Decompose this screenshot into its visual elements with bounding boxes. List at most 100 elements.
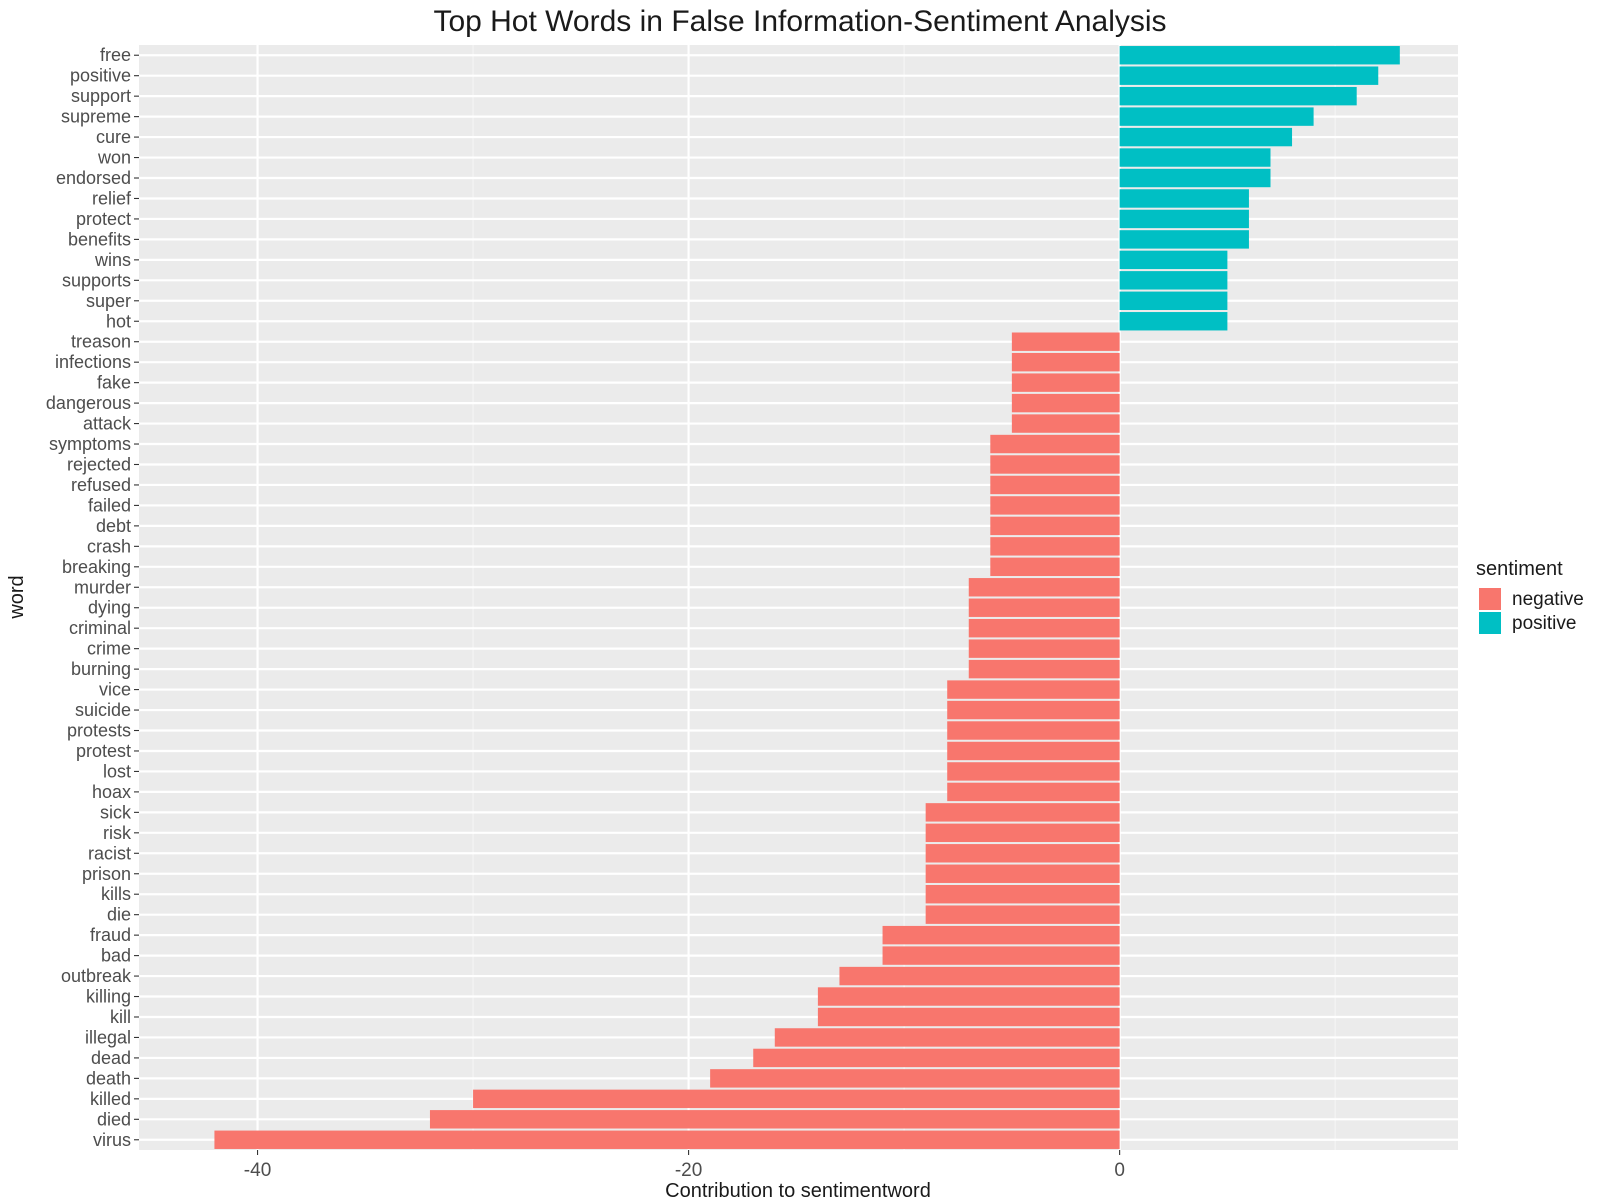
bar-benefits: [1119, 230, 1249, 249]
y-tick-label: killed: [90, 1089, 131, 1109]
y-tick-label: lost: [103, 761, 131, 781]
bar-won: [1119, 148, 1271, 167]
bar-relief: [1119, 189, 1249, 208]
bar-supreme: [1119, 107, 1314, 126]
bar-dead: [753, 1048, 1120, 1068]
y-tick-label: bad: [101, 946, 131, 966]
bar-die: [925, 905, 1120, 924]
y-tick-label: infections: [55, 352, 131, 372]
bar-burning: [968, 659, 1120, 679]
y-tick-label: relief: [92, 188, 132, 208]
bar-positive: [1119, 66, 1379, 85]
y-tick-label: crash: [87, 536, 131, 556]
bar-virus: [214, 1130, 1120, 1149]
bar-refused: [990, 475, 1120, 495]
bar-protect: [1119, 209, 1249, 229]
bar-treason: [1011, 332, 1120, 351]
legend-title: sentiment: [1476, 558, 1563, 580]
y-tick-label: kill: [110, 1007, 131, 1027]
legend-entries: negative positive: [1479, 588, 1584, 634]
y-axis-ticks: freepositivesupportsupremecurewonendorse…: [46, 45, 139, 1150]
y-tick-label: die: [107, 905, 131, 925]
y-tick-label: attack: [83, 414, 132, 434]
bar-death: [710, 1069, 1120, 1088]
y-tick-label: risk: [103, 823, 132, 843]
y-tick-label: support: [71, 86, 131, 106]
y-tick-label: positive: [70, 66, 131, 86]
bar-rejected: [990, 455, 1120, 474]
bar-cure: [1119, 127, 1293, 147]
y-tick-label: sick: [100, 802, 132, 822]
bar-protests: [947, 721, 1120, 740]
y-tick-label: dead: [91, 1048, 131, 1068]
y-tick-label: dying: [88, 598, 131, 618]
legend-label-negative: negative: [1512, 589, 1584, 610]
y-tick-label: fraud: [90, 925, 131, 945]
y-tick-label: dangerous: [46, 393, 131, 413]
bar-attack: [1011, 414, 1120, 433]
legend-swatch-positive: [1479, 612, 1501, 634]
minor-gridlines: [472, 45, 1336, 1150]
y-tick-label: protect: [76, 209, 131, 229]
y-tick-label: crime: [87, 639, 131, 659]
bar-crash: [990, 537, 1120, 556]
y-tick-label: cure: [96, 127, 131, 147]
bar-endorsed: [1119, 168, 1271, 188]
bar-dangerous: [1011, 393, 1120, 413]
y-tick-label: debt: [96, 516, 131, 536]
bar-infections: [1011, 352, 1120, 372]
y-tick-label: protests: [67, 721, 131, 741]
bar-breaking: [990, 557, 1120, 577]
y-tick-label: symptoms: [49, 434, 131, 454]
bar-vice: [947, 680, 1120, 699]
y-tick-label: protest: [76, 741, 131, 761]
bar-illegal: [774, 1028, 1120, 1047]
plot-panel: [139, 45, 1458, 1150]
x-axis-title: Contribution to sentimentword: [665, 1180, 931, 1200]
y-tick-label: criminal: [69, 618, 131, 638]
y-tick-label: refused: [71, 475, 131, 495]
y-tick-label: failed: [88, 495, 131, 515]
bar-killed: [473, 1089, 1120, 1109]
bar-criminal: [968, 618, 1120, 638]
bar-symptoms: [990, 434, 1120, 454]
bar-fraud: [882, 925, 1120, 945]
y-tick-label: wins: [94, 250, 131, 270]
bar-lost: [947, 762, 1120, 781]
y-tick-label: breaking: [62, 557, 131, 577]
y-tick-label: death: [86, 1068, 131, 1088]
y-tick-label: suicide: [75, 700, 131, 720]
bar-debt: [990, 516, 1120, 536]
y-tick-label: treason: [71, 332, 131, 352]
bar-protest: [947, 741, 1120, 761]
y-tick-label: won: [97, 148, 131, 168]
x-tick-label: -40: [244, 1160, 271, 1181]
y-tick-label: burning: [71, 659, 131, 679]
legend: sentiment negative positive: [1476, 558, 1584, 634]
y-tick-label: fake: [97, 373, 131, 393]
bar-supports: [1119, 271, 1228, 290]
bar-kills: [925, 885, 1120, 904]
bar-suicide: [947, 700, 1120, 720]
bar-dying: [968, 598, 1120, 617]
bars: [214, 46, 1400, 1149]
y-tick-label: racist: [88, 843, 131, 863]
y-axis-title: word: [6, 575, 28, 619]
y-tick-label: vice: [99, 680, 131, 700]
y-tick-label: virus: [93, 1130, 131, 1150]
y-tick-label: free: [100, 45, 131, 65]
bar-prison: [925, 864, 1120, 883]
bar-sick: [925, 803, 1120, 822]
legend-label-positive: positive: [1512, 613, 1576, 634]
x-tick-label: -20: [675, 1160, 702, 1181]
bar-outbreak: [839, 966, 1120, 986]
y-tick-label: supreme: [61, 107, 131, 127]
legend-swatch-negative: [1479, 588, 1501, 610]
bar-racist: [925, 844, 1120, 863]
y-tick-label: hoax: [92, 782, 131, 802]
bar-free: [1119, 46, 1400, 65]
y-tick-label: rejected: [67, 454, 131, 474]
bar-support: [1119, 86, 1357, 106]
